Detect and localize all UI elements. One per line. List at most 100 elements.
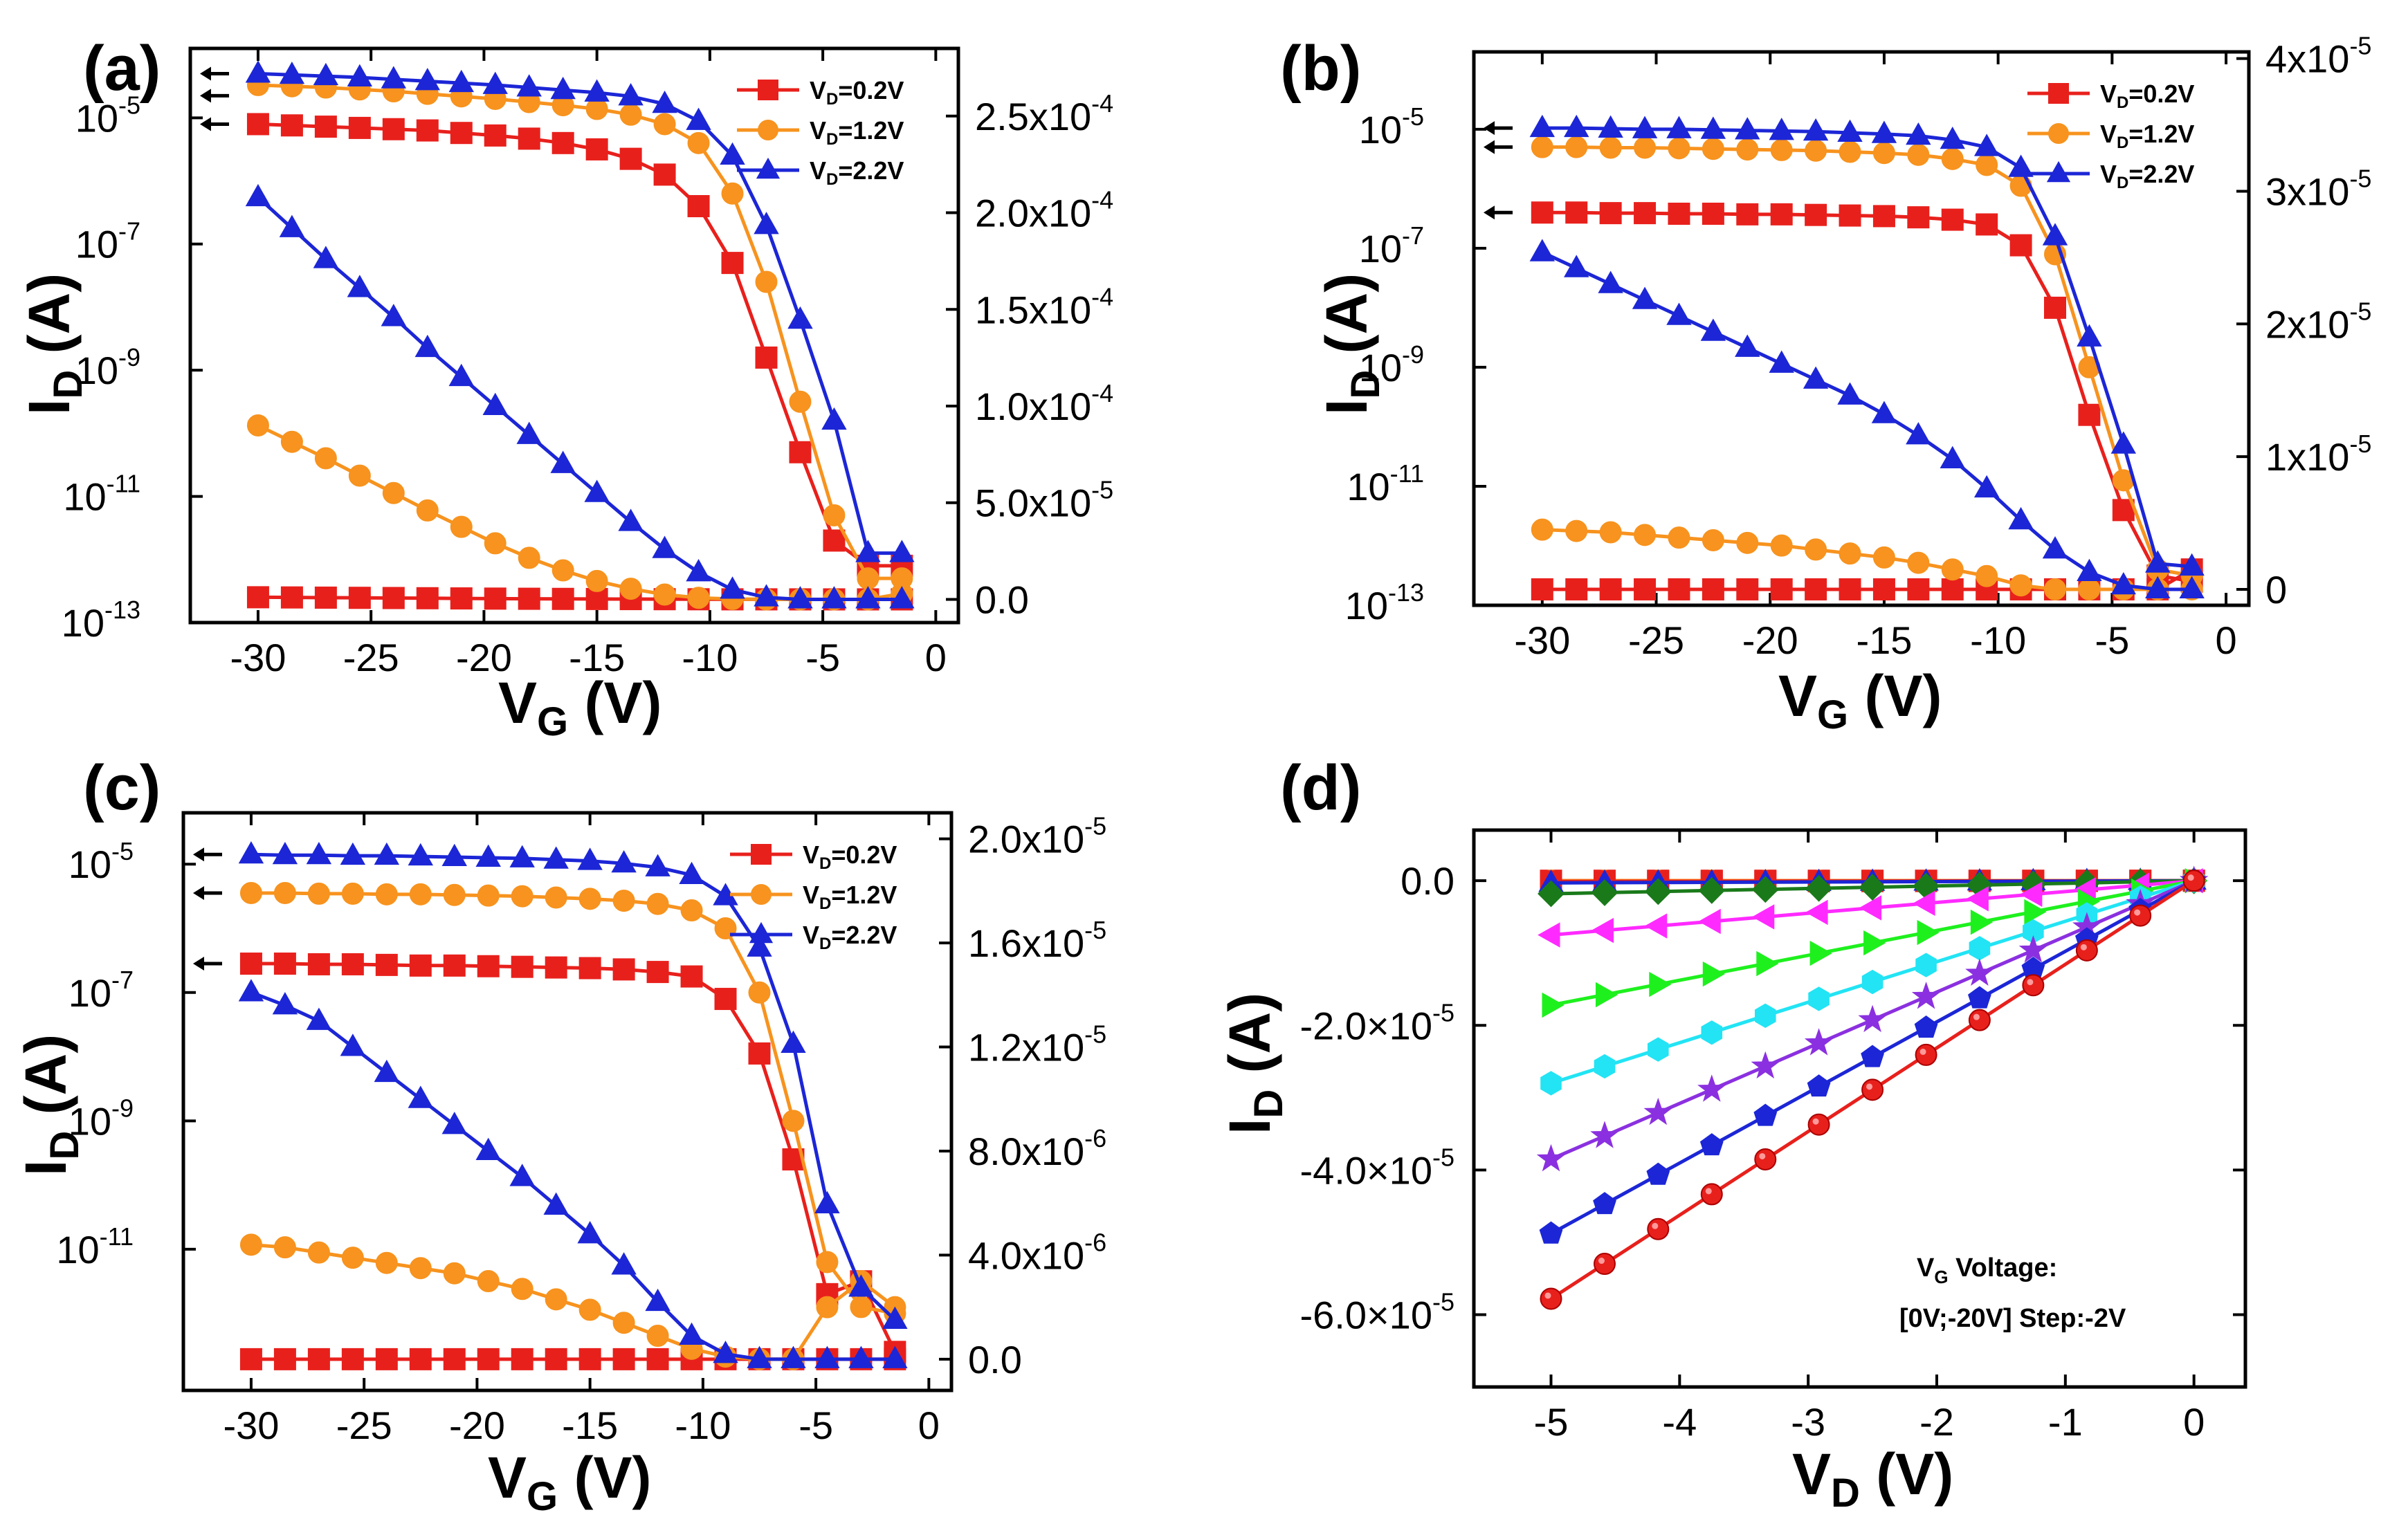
data-point-linear	[1531, 578, 1553, 600]
data-point	[1538, 922, 1560, 948]
right-tick-label: 1.0x10-4	[975, 379, 1113, 428]
x-tick-label: -20	[456, 636, 512, 679]
data-point-linear	[1770, 578, 1793, 600]
data-point-log	[653, 113, 676, 136]
plot-frame-a	[188, 46, 960, 625]
data-point	[1859, 895, 1882, 921]
current-arrows-c	[193, 847, 222, 971]
data-point-log	[2110, 431, 2137, 454]
data-point-hl	[2080, 944, 2087, 950]
data-point-linear	[611, 1252, 637, 1275]
data-point-linear	[280, 586, 303, 609]
data-point	[1966, 886, 1989, 912]
arrow-head	[193, 957, 204, 971]
data-point-linear	[375, 1251, 398, 1274]
legend-label-tail: =0.2V	[831, 840, 897, 869]
left-tick-label-exp: -11	[1390, 459, 1424, 488]
arrow-head	[193, 847, 204, 862]
y-tick-label-base: 0.0	[1401, 859, 1454, 903]
legend-label-sub: D	[819, 894, 831, 913]
right-tick-label-exp: -5	[1084, 916, 1106, 944]
left-tick-label-exp: -9	[118, 343, 140, 371]
data-point-linear	[279, 214, 305, 237]
data-point-linear	[482, 392, 508, 416]
arrow-head	[1484, 205, 1495, 220]
data-point-log	[721, 252, 744, 275]
data-point-log	[448, 69, 474, 93]
y-tick-label: 0.0	[1401, 859, 1454, 903]
left-tick-label-base: 10	[75, 223, 118, 266]
data-point-log	[273, 953, 296, 975]
data-point	[1756, 950, 1779, 977]
left-ticks-c: 10-510-710-910-11	[56, 837, 196, 1271]
data-point-log	[477, 884, 500, 907]
data-point-log	[747, 934, 772, 957]
y-tick-label-base: -6.0×10	[1299, 1293, 1432, 1336]
x-tick-label: -30	[223, 1404, 279, 1447]
panel-label-c: (c)	[83, 753, 161, 823]
data-point-log	[611, 850, 637, 873]
left-tick-label-base: 10	[62, 601, 104, 645]
right-tick-label: 1x10-5	[2265, 430, 2371, 479]
data-point	[2018, 935, 2048, 963]
data-point	[2075, 939, 2098, 962]
left-tick-label: 10-7	[75, 217, 140, 266]
data-point-linear	[1839, 542, 1861, 565]
data-point-linear	[382, 481, 405, 504]
data-point-linear	[821, 586, 847, 609]
data-point-linear	[1907, 551, 1930, 574]
x-ticks-d: -5 -4 -3 -2 -1 0	[1534, 830, 2205, 1444]
right-tick-label-exp: -5	[2349, 297, 2371, 325]
data-point	[1590, 1121, 1619, 1148]
data-point	[1809, 940, 1832, 966]
data-point-linear	[612, 1348, 635, 1370]
data-point-linear	[1634, 578, 1657, 600]
data-point-linear	[1599, 578, 1622, 600]
curves-c	[238, 841, 908, 1370]
panel-label-a: (a)	[83, 33, 161, 104]
data-point-linear	[347, 275, 373, 297]
data-point-log	[653, 163, 676, 186]
left-tick-label-exp: -11	[107, 470, 140, 498]
data-point-log	[280, 114, 303, 137]
legend-label: VD=2.2V	[803, 921, 897, 953]
data-point-linear	[2179, 576, 2205, 598]
data-point	[2129, 904, 2152, 927]
data-point-log	[2078, 403, 2101, 426]
left-tick-label: 10-5	[75, 91, 140, 140]
data-point-log	[823, 529, 846, 552]
data-point-log	[720, 142, 745, 165]
data-point-linear	[443, 1262, 466, 1285]
x-ticks-c: -30 -25 -20 -15 -10 -5 0	[223, 813, 940, 1447]
data-point	[1702, 961, 1726, 987]
right-tick-label-exp: -5	[2349, 32, 2371, 60]
data-point-log	[1973, 134, 2000, 156]
data-point-log	[612, 890, 635, 912]
data-point-linear	[307, 1241, 330, 1264]
data-point-linear	[273, 1348, 296, 1370]
right-tick-label: 5.0x10-5	[975, 476, 1113, 525]
data-point-log	[443, 954, 466, 977]
data-point-log	[721, 182, 744, 205]
right-tick-label-base: 2.5x10	[975, 95, 1091, 138]
x-tick-label: -2	[1919, 1400, 1954, 1444]
legend-label: VD=1.2V	[2100, 120, 2194, 152]
legend-label-v: V	[2100, 160, 2117, 188]
data-point-linear	[1976, 564, 1998, 587]
data-point-linear	[618, 508, 644, 531]
legend-label-v: V	[803, 840, 819, 869]
right-tick-label-exp: -6	[1084, 1124, 1106, 1152]
data-point-linear	[679, 1322, 704, 1345]
data-point-linear	[2145, 576, 2171, 598]
left-tick-label-base: 10	[1345, 584, 1388, 627]
data-point-log	[1564, 114, 1589, 138]
right-tick-label-exp: -4	[1091, 379, 1113, 407]
data-point-linear	[2009, 574, 2032, 597]
x-tick-label: -20	[449, 1404, 505, 1447]
data-point-hl	[1598, 1258, 1605, 1265]
data-point-linear	[1906, 422, 1931, 445]
right-tick-label-base: 0.0	[968, 1338, 1022, 1381]
data-point-linear	[585, 569, 608, 592]
data-point	[1595, 982, 1618, 1008]
